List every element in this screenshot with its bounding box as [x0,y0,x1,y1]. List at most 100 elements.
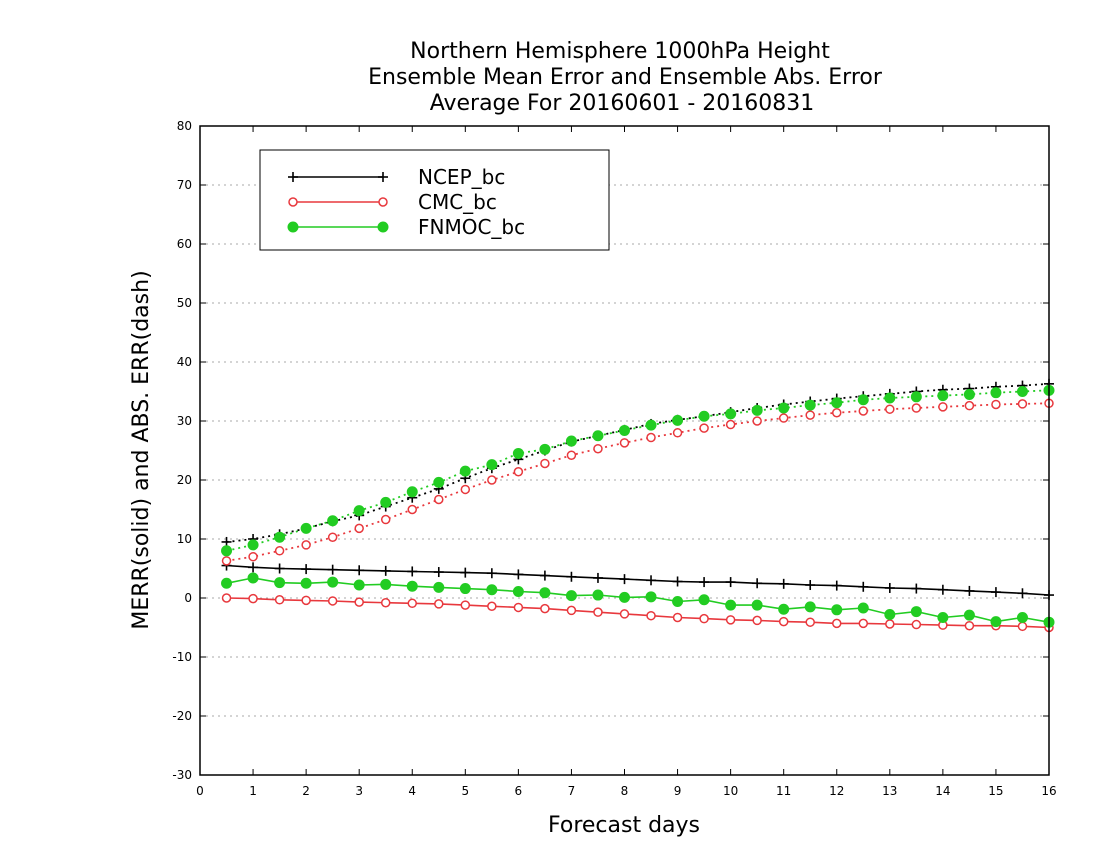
series-ncep-bc-merr-point [937,584,948,595]
y-tick-label: 10 [177,532,192,546]
series-fnmoc-bc-abs-err-point [327,515,339,527]
series-fnmoc-bc-abs-err-point [963,388,975,400]
series-ncep-bc-merr-point [354,565,365,576]
series-ncep-bc-merr-point [433,567,444,578]
series-ncep-bc-merr-point [407,566,418,577]
series-fnmoc-bc-abs-err-point [486,459,498,471]
series-ncep-bc-merr-point [619,574,630,585]
series-cmc-bc-merr-point [354,597,364,607]
series-fnmoc-bc-abs-err-point [698,410,710,422]
series-fnmoc-bc-merr-point [645,591,657,603]
legend-box [259,149,610,251]
series-cmc-bc-abs-err-point [380,514,391,525]
series-ncep-bc-merr-point [911,583,922,594]
series-ncep-bc-merr-point [778,578,789,589]
series-cmc-bc-abs-err-point [248,551,258,562]
series-cmc-bc-abs-err-point [460,484,471,495]
series-fnmoc-bc-merr-point [937,611,949,623]
y-tick-label: 0 [184,591,192,605]
legend-marker-start-ncep-bc [288,172,298,182]
series-fnmoc-bc-abs-err-point [592,430,604,442]
series-fnmoc-bc-abs-err-point [1016,386,1028,397]
series-ncep-bc-merr-point [672,576,683,587]
series-cmc-bc-abs-err-point [1017,399,1028,409]
series-cmc-bc-abs-err-point [699,423,709,433]
series-fnmoc-bc-abs-err-point [884,392,896,404]
y-tick-label: -30 [172,768,192,782]
series-fnmoc-bc-merr-point [804,601,816,613]
series-cmc-bc-abs-err-point [593,443,603,454]
series-cmc-bc-abs-err-point [964,400,975,411]
series-fnmoc-bc-abs-err-point [353,505,365,517]
series-cmc-bc-merr-point [327,596,338,606]
series-cmc-bc-abs-err-point [991,399,1001,410]
series-ncep-bc-merr-point [513,569,524,580]
series-fnmoc-bc-merr-point [751,599,763,611]
x-tick-label: 0 [196,784,204,798]
series-ncep-bc-merr-point [1017,588,1028,599]
x-tick-label: 2 [302,784,310,798]
y-tick-label: 50 [177,296,192,310]
series-ncep-bc-abs-err-point [221,536,232,547]
series-fnmoc-bc-merr-point [619,591,630,603]
series-cmc-bc-abs-err-point [540,458,550,469]
y-axis-title: MERR(solid) and ABS. ERR(dash) [129,270,154,629]
y-tick-label: -20 [172,709,192,723]
series-cmc-bc-abs-err-point [752,416,762,426]
series-ncep-bc-merr-point [327,564,338,575]
series-fnmoc-bc-merr-point [725,599,737,611]
series-cmc-bc-merr-point [672,612,683,623]
series-cmc-bc-abs-err-point [725,419,736,430]
x-tick-label: 7 [568,784,576,798]
series-fnmoc-bc-abs-err-point [990,387,1002,399]
x-tick-label: 12 [829,784,844,798]
legend-marker-end-cmc-bc [378,197,388,207]
series-ncep-bc-merr-point [858,581,869,592]
series-fnmoc-bc-merr-point [778,603,790,615]
series-fnmoc-bc-merr-point [406,580,418,592]
series-cmc-bc-abs-err-point [513,466,524,477]
series-fnmoc-bc-merr-point [910,606,922,618]
series-cmc-bc-merr-point [911,619,922,630]
series-layer [221,378,1055,633]
series-cmc-bc-merr-point [407,598,417,609]
series-fnmoc-bc-merr-point [990,616,1002,628]
series-ncep-bc-merr-point [486,568,497,579]
y-tick-label: -10 [172,650,192,664]
series-fnmoc-bc-abs-err-point [247,539,259,551]
series-fnmoc-bc-merr-point [300,577,312,589]
series-cmc-bc-merr-point [248,593,258,604]
series-fnmoc-bc-merr-point [539,587,551,599]
series-fnmoc-bc-merr-point [884,609,896,621]
series-ncep-bc-merr-point [539,570,550,581]
series-fnmoc-bc-merr-point [672,596,684,608]
series-fnmoc-bc-abs-err-point [512,447,524,459]
series-cmc-bc-abs-err-point [407,504,417,515]
legend-marker-end-fnmoc-bc [377,221,389,233]
series-cmc-bc-merr-point [434,599,444,609]
legend-label-fnmoc-bc: FNMOC_bc [418,215,525,239]
series-fnmoc-bc-abs-err-point [937,390,949,402]
series-fnmoc-bc-abs-err-point [778,402,790,414]
chart-title-line-1: Northern Hemisphere 1000hPa Height [410,39,830,64]
series-fnmoc-bc-abs-err-point [672,414,684,426]
legend-marker-start-cmc-bc [288,197,298,207]
series-cmc-bc-merr-point [699,613,709,624]
x-tick-label: 15 [988,784,1003,798]
series-cmc-bc-merr-point [752,615,762,626]
series-ncep-bc-merr-point [248,562,259,573]
series-ncep-bc-merr-point [301,564,312,575]
series-cmc-bc-abs-err-point [646,432,656,443]
series-cmc-bc-merr-point [885,619,895,629]
x-tick-label: 13 [882,784,897,798]
series-fnmoc-bc-merr-point [963,609,975,621]
y-tick-label: 40 [177,355,192,369]
series-cmc-bc-merr-point [513,602,524,613]
series-fnmoc-bc-merr-point [247,572,259,584]
series-ncep-bc-merr-point [566,571,577,582]
series-cmc-bc-merr-point [646,610,656,621]
series-fnmoc-bc-abs-err-point [406,486,418,498]
x-tick-label: 4 [408,784,416,798]
series-fnmoc-bc-merr-point [433,581,445,593]
